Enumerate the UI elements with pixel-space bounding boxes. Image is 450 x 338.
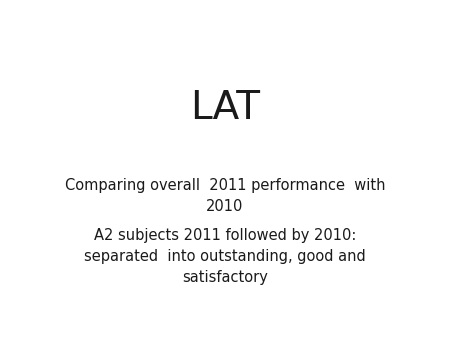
Text: LAT: LAT <box>190 89 260 127</box>
Text: Comparing overall  2011 performance  with
2010: Comparing overall 2011 performance with … <box>65 178 385 214</box>
Text: A2 subjects 2011 followed by 2010:
separated  into outstanding, good and
satisfa: A2 subjects 2011 followed by 2010: separ… <box>84 228 366 285</box>
